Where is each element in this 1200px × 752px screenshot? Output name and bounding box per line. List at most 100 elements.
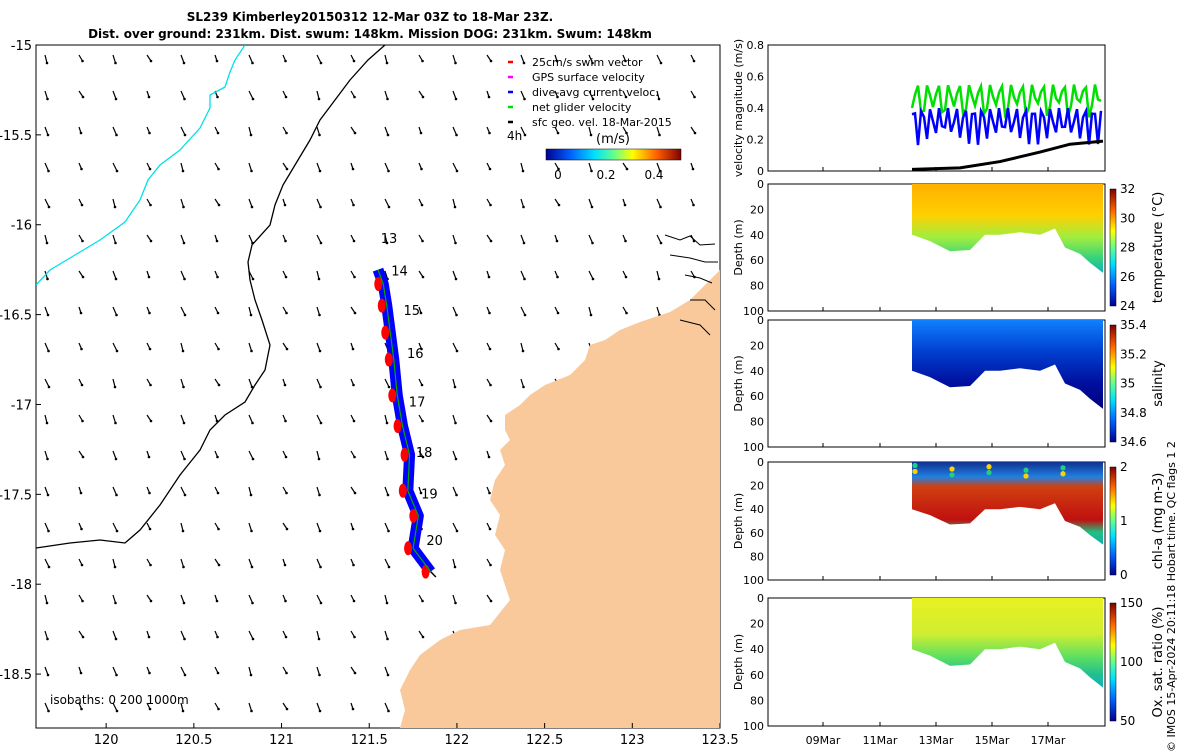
current-arrow-head [319, 601, 323, 605]
panel-colorbar [1109, 466, 1117, 576]
current-arrow [384, 54, 388, 64]
colorbar-tick-label: 34.6 [1120, 435, 1147, 449]
current-arrow-head [387, 385, 391, 389]
colorbar-tick-label: 0 [554, 168, 562, 182]
current-arrow-head [46, 637, 49, 641]
current-arrow-head [284, 419, 287, 423]
current-arrow-head [217, 167, 220, 171]
current-arrow-head [81, 95, 85, 99]
current-arrow [112, 558, 116, 568]
day-label: 17 [409, 396, 426, 411]
colorbar-tick-label: 0 [1120, 568, 1128, 582]
current-arrow-head [181, 709, 185, 713]
current-arrow [316, 54, 322, 64]
current-arrow [44, 414, 48, 424]
current-arrow-head [216, 95, 219, 99]
current-arrow-head [351, 707, 355, 711]
current-arrow-head [319, 385, 322, 389]
current-arrow-head [625, 311, 628, 315]
current-arrow-head [183, 97, 186, 101]
current-arrow-head [453, 205, 457, 209]
current-arrow-head [489, 203, 492, 207]
coastline-islands [664, 234, 718, 336]
current-arrow-head [182, 421, 186, 425]
current-arrow-head [147, 635, 151, 639]
profile-section-temp [912, 184, 1103, 273]
current-arrow-head [284, 239, 287, 243]
current-arrow [44, 558, 50, 568]
current-arrow-head [182, 565, 185, 569]
current-arrow-head [624, 275, 628, 279]
current-arrow-head [285, 707, 289, 711]
current-arrow [452, 594, 457, 604]
current-arrow-head [45, 421, 49, 425]
current-arrow [112, 270, 117, 280]
current-arrow [248, 90, 254, 100]
depth-tick-label: 20 [750, 618, 764, 631]
current-arrow-head [113, 565, 117, 569]
current-arrow-head [454, 277, 458, 281]
swim-vector-mark [374, 277, 383, 292]
current-arrow-head [115, 709, 119, 713]
current-arrow [180, 450, 186, 460]
current-arrow-head [319, 205, 322, 209]
current-arrow-head [488, 347, 492, 351]
current-arrow-head [285, 347, 289, 351]
current-arrow-head [590, 205, 594, 209]
current-arrow-head [148, 671, 151, 675]
current-arrow-head [420, 167, 423, 171]
current-arrow [316, 306, 321, 316]
current-arrow [44, 198, 50, 208]
chla-dot [986, 464, 992, 470]
current-arrow-head [319, 241, 323, 245]
current-arrow [248, 702, 253, 712]
current-arrow [316, 414, 322, 424]
current-arrow-head [181, 529, 185, 533]
current-arrow [520, 126, 526, 136]
current-arrow [44, 54, 48, 64]
map-y-tick-label: -17 [11, 398, 32, 413]
current-arrow [316, 450, 320, 460]
current-arrow-head [421, 59, 424, 63]
current-arrow-head [421, 419, 424, 423]
current-arrow-head [283, 203, 287, 207]
current-arrow-head [216, 491, 220, 495]
map-y-tick-label: -15 [11, 39, 32, 54]
current-arrow [180, 702, 184, 712]
current-arrow-head [115, 133, 118, 137]
colorbar-unit-label: (m/s) [596, 132, 630, 147]
current-arrow-head [421, 239, 424, 243]
current-arrow-head [555, 239, 559, 243]
isobaths-label: isobaths: 0 200 1000m [50, 693, 189, 707]
current-arrow-head [251, 421, 254, 425]
current-arrow-head [659, 61, 663, 65]
current-arrow [316, 342, 321, 352]
current-arrow-head [147, 95, 151, 99]
velocity-axis-label: velocity magnitude (m/s) [732, 39, 745, 177]
current-arrow-head [47, 205, 51, 209]
legend-label: sfc geo. vel. 18-Mar-2015 [532, 116, 672, 129]
current-arrow-head [46, 493, 50, 497]
depth-tick-label: 0 [757, 178, 764, 191]
current-arrow-head [556, 131, 560, 135]
current-arrow-head [319, 61, 323, 65]
panel-colorbar [1109, 188, 1117, 307]
current-arrow-head [353, 671, 357, 675]
current-arrow-head [488, 311, 491, 315]
current-arrow-head [183, 637, 186, 641]
current-arrow [180, 486, 186, 496]
current-arrow-head [115, 673, 118, 677]
current-arrow-head [250, 205, 254, 209]
panel-frame [767, 44, 1106, 172]
depth-tick-label: 100 [743, 720, 764, 733]
colorbar-tick-label: 26 [1120, 270, 1135, 284]
current-arrow-head [81, 419, 84, 423]
colorbar-tick-label: 0.4 [644, 168, 663, 182]
current-arrow [248, 54, 254, 64]
current-arrow-head [557, 347, 560, 351]
current-arrow-head [115, 349, 119, 353]
map-x-tick-label: 122 [445, 733, 470, 748]
colorbar-tick-label: 35.2 [1120, 347, 1147, 361]
current-arrow [316, 486, 321, 496]
current-arrow-head [523, 133, 527, 137]
